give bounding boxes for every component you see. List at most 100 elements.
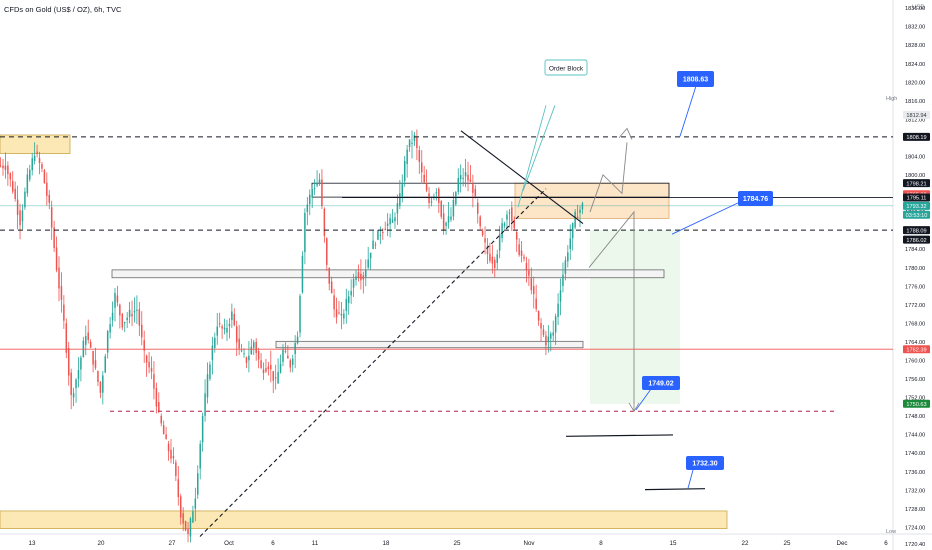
order-block-text: Order Block (549, 66, 584, 73)
candle-down (362, 271, 365, 294)
candle-up (355, 269, 357, 286)
candle-up (204, 379, 206, 422)
price-tick-label: 1836.00 (905, 6, 925, 12)
price-tick-label: 1748.00 (905, 414, 925, 420)
candle-down (338, 301, 340, 315)
candle-up (311, 185, 313, 209)
candle-up (399, 180, 401, 210)
candle-down (46, 172, 48, 206)
candle-down (576, 204, 579, 219)
candle-up (231, 303, 233, 328)
candle-down (43, 168, 46, 184)
order-block-zone[interactable] (514, 182, 670, 219)
date-tick-label: 6 (271, 540, 275, 547)
candle-down (270, 350, 272, 383)
candle-up (557, 293, 559, 325)
candle-down (138, 301, 141, 337)
candle-down (2, 159, 4, 176)
price-axis-panel[interactable] (893, 0, 932, 550)
callout-1749[interactable] (642, 376, 680, 390)
candle-up (445, 221, 447, 235)
price-tick-label: 1800.00 (905, 173, 925, 179)
drawing-callouts: Order Block 1808.63 1784.76 1749.02 1732.30 (517, 59, 773, 489)
svg-text:1795.11: 1795.11 (907, 196, 927, 202)
candle-up (352, 273, 355, 298)
candle-down (119, 303, 121, 329)
candle-up (450, 207, 452, 222)
range-box-low[interactable] (275, 340, 584, 349)
target-projection-area (590, 230, 680, 404)
order-block-callout[interactable] (544, 59, 588, 76)
price-tick-label: 1816.00 (905, 99, 925, 105)
candle-up (372, 230, 374, 250)
demand-zone-bottom[interactable] (0, 510, 728, 529)
candle-up (85, 325, 87, 356)
candle-up (128, 301, 131, 324)
candle-up (126, 312, 128, 329)
candle-down (513, 216, 516, 231)
candle-down (184, 520, 187, 532)
bear-projection (588, 210, 635, 411)
date-tick-label: 11 (312, 540, 319, 547)
date-tick-label: Nov (523, 540, 535, 547)
callout-1784[interactable] (738, 191, 773, 206)
candle-up (550, 331, 552, 352)
candle-up (318, 173, 321, 186)
descending-trendline[interactable] (460, 130, 584, 224)
candle-down (420, 150, 423, 184)
candle-up (253, 339, 255, 356)
candle-down (518, 238, 520, 257)
bull-projection (589, 142, 628, 213)
candle-down (528, 258, 530, 286)
candle-up (579, 205, 581, 228)
price-badge-level: 1798.21 (903, 179, 930, 187)
candle-down (274, 364, 277, 390)
candle-down (11, 171, 14, 194)
date-tick-label: 25 (454, 540, 461, 547)
candle-up (296, 331, 299, 345)
candle-up (554, 313, 557, 345)
candle-down (511, 201, 513, 231)
candle-down (491, 244, 494, 274)
candle-up (80, 355, 82, 382)
candle-down (53, 220, 55, 252)
callout-1732-pointer (687, 469, 694, 489)
rising-trendline[interactable] (199, 188, 547, 537)
price-tick-label: 1812.00 (905, 117, 925, 123)
candle-down (525, 256, 528, 283)
price-tick-label: 1768.00 (905, 321, 925, 327)
candle-up (343, 309, 345, 325)
candle-down (92, 350, 94, 373)
candle-down (58, 256, 60, 302)
candle-up (29, 164, 31, 182)
date-tick-label: Oct (224, 540, 234, 547)
candle-down (484, 226, 486, 255)
price-tick-label: 1780.00 (905, 266, 925, 272)
plot-area[interactable] (0, 0, 893, 534)
price-tick-label: 1728.00 (905, 507, 925, 513)
candle-down (0, 157, 2, 168)
candle-down (4, 152, 7, 179)
price-tick-label: 1824.00 (905, 62, 925, 68)
range-box-mid[interactable] (111, 269, 665, 279)
candle-up (243, 348, 245, 358)
price-tick-label: 1804.00 (905, 155, 925, 161)
candle-down (267, 361, 270, 376)
high-label: High (886, 96, 897, 102)
candle-up (197, 465, 199, 499)
candle-up (72, 387, 75, 407)
candle-up (394, 212, 396, 229)
callout-1808[interactable] (677, 71, 714, 87)
candlestick-series (0, 129, 584, 543)
trendline-short-2[interactable] (644, 488, 706, 491)
candle-down (55, 236, 58, 273)
candle-down (416, 129, 418, 161)
candle-up (567, 245, 569, 268)
candle-down (532, 276, 535, 309)
callout-1732[interactable] (686, 456, 724, 470)
candle-up (508, 208, 511, 228)
candle-up (304, 208, 306, 265)
trendline-short-1[interactable] (565, 434, 674, 437)
candle-down (218, 312, 221, 328)
